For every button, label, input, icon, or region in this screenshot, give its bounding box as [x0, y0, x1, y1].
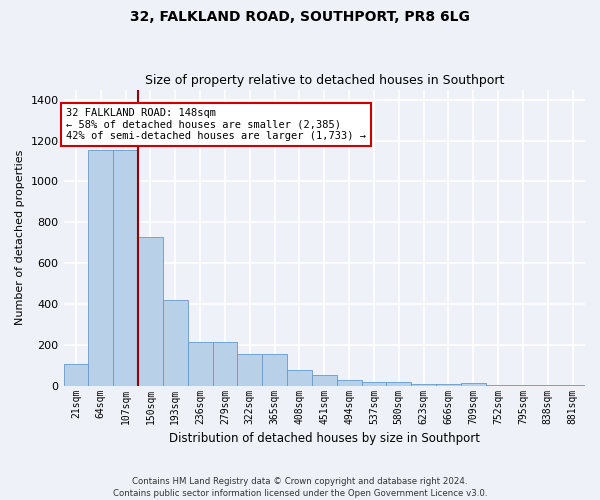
- Bar: [113, 150, 138, 386]
- Bar: [212, 342, 238, 386]
- Bar: [88, 150, 113, 386]
- Bar: [560, 385, 585, 386]
- Bar: [485, 385, 511, 386]
- Bar: [337, 380, 362, 386]
- Bar: [461, 382, 485, 386]
- Bar: [535, 385, 560, 386]
- Bar: [411, 384, 436, 386]
- Text: Contains HM Land Registry data © Crown copyright and database right 2024.
Contai: Contains HM Land Registry data © Crown c…: [113, 476, 487, 498]
- Bar: [386, 382, 411, 386]
- Bar: [262, 354, 287, 386]
- Title: Size of property relative to detached houses in Southport: Size of property relative to detached ho…: [145, 74, 504, 87]
- Bar: [312, 376, 337, 386]
- X-axis label: Distribution of detached houses by size in Southport: Distribution of detached houses by size …: [169, 432, 480, 445]
- Bar: [362, 382, 386, 386]
- Bar: [163, 300, 188, 386]
- Bar: [238, 354, 262, 386]
- Bar: [138, 236, 163, 386]
- Text: 32, FALKLAND ROAD, SOUTHPORT, PR8 6LG: 32, FALKLAND ROAD, SOUTHPORT, PR8 6LG: [130, 10, 470, 24]
- Bar: [188, 342, 212, 386]
- Bar: [287, 370, 312, 386]
- Y-axis label: Number of detached properties: Number of detached properties: [15, 150, 25, 326]
- Bar: [436, 384, 461, 386]
- Bar: [511, 385, 535, 386]
- Text: 32 FALKLAND ROAD: 148sqm
← 58% of detached houses are smaller (2,385)
42% of sem: 32 FALKLAND ROAD: 148sqm ← 58% of detach…: [66, 108, 366, 141]
- Bar: [64, 364, 88, 386]
